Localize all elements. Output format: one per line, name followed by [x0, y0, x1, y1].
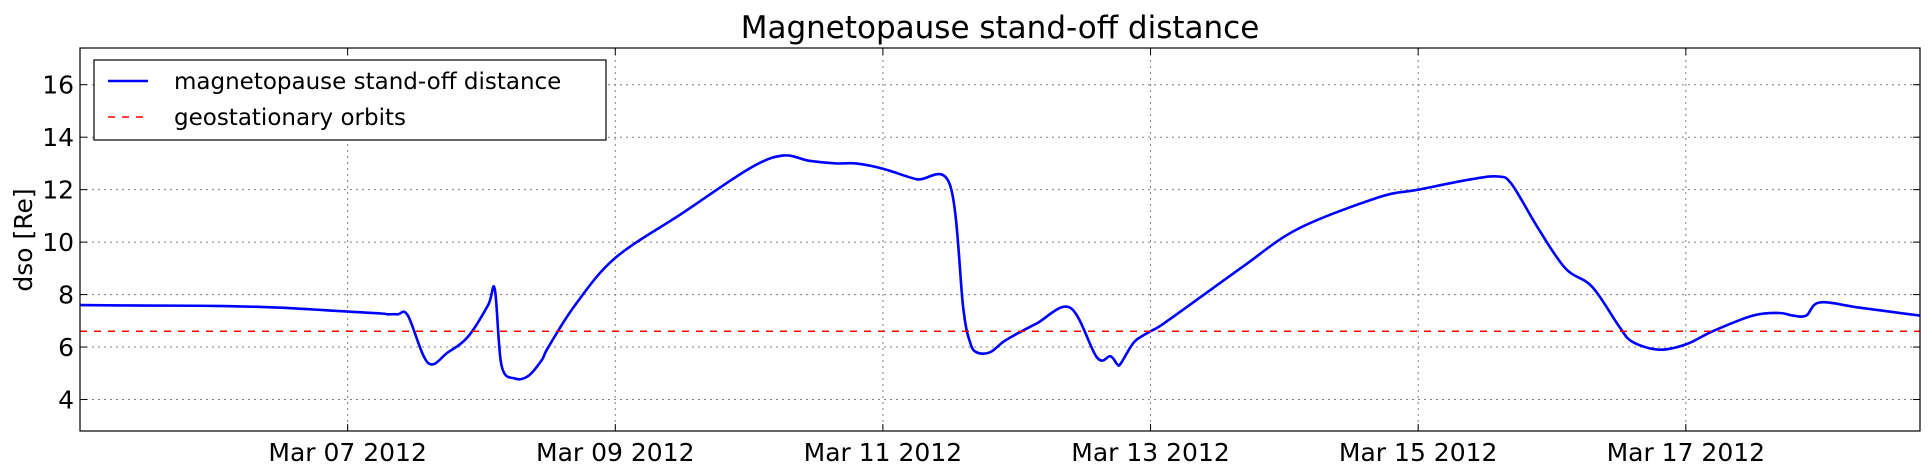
- y-axis-label: dso [Re]: [9, 188, 38, 291]
- y-tick-label: 4: [58, 386, 74, 415]
- plot-frame: [79, 47, 1921, 432]
- legend-box: [93, 59, 607, 141]
- x-tick-label: Mar 17 2012: [1607, 438, 1766, 467]
- x-tick-label: Mar 11 2012: [804, 438, 963, 467]
- y-tick-label: 10: [42, 228, 74, 257]
- y-tick-label: 16: [42, 71, 74, 100]
- x-tick-label: Mar 13 2012: [1071, 438, 1230, 467]
- y-tick-label: 12: [42, 176, 74, 205]
- tick-layer: Mar 07 2012 Mar 09 2012 Mar 11 2012 Mar 13 …: [42, 48, 1920, 467]
- legend: magnetopause stand-off distance geostati…: [93, 59, 607, 141]
- x-tick-label: Mar 07 2012: [268, 438, 427, 467]
- legend-label-magnetopause: magnetopause stand-off distance: [174, 69, 561, 95]
- x-tick-label: Mar 15 2012: [1339, 438, 1498, 467]
- series-line-magnetopause-standoff: [79, 154, 1921, 381]
- x-tick-label: Mar 09 2012: [536, 438, 695, 467]
- legend-label-geostationary: geostationary orbits: [174, 105, 406, 131]
- y-tick-label: 8: [58, 281, 74, 310]
- chart-title: Magnetopause stand-off distance: [741, 10, 1260, 46]
- y-tick-label: 6: [58, 333, 74, 362]
- series-layer: [79, 154, 1921, 381]
- y-tick-label: 14: [42, 123, 74, 152]
